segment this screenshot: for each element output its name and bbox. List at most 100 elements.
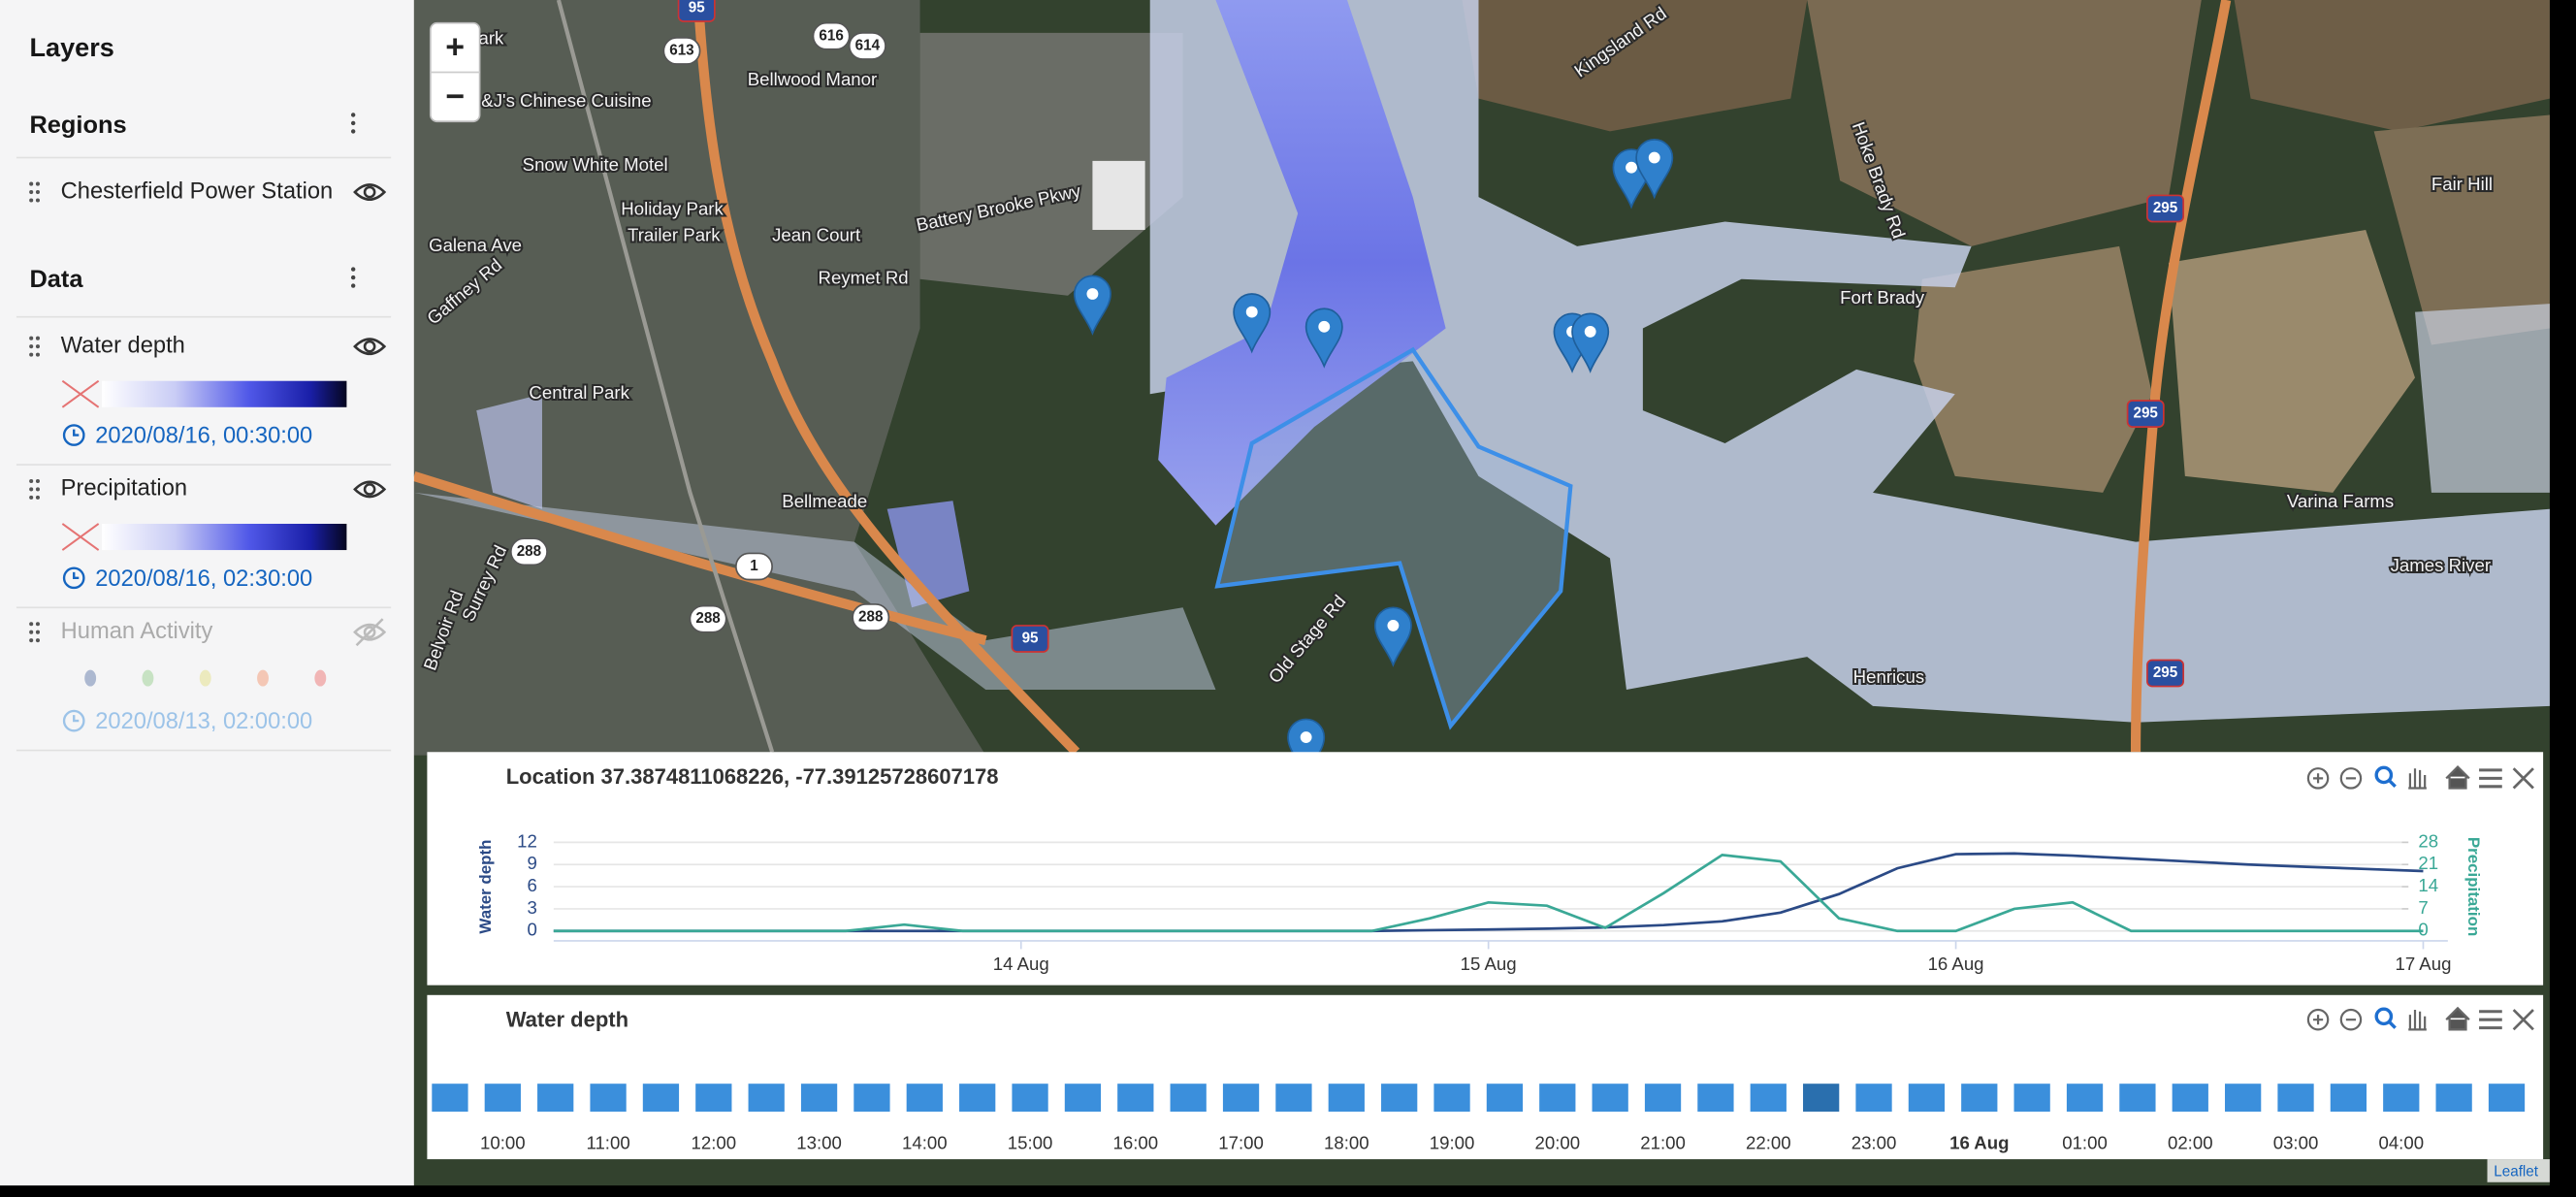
x-tick-label: 14 Aug [993,954,1049,974]
attribution[interactable]: Leaflet [2494,1164,2538,1181]
time-slot[interactable] [1539,1084,1576,1112]
map-pin[interactable] [1373,606,1412,667]
map-label: Varina Farms [2287,491,2394,511]
time-slot[interactable] [1908,1084,1946,1112]
visibility-toggle[interactable] [353,183,387,201]
route-number: 295 [2153,664,2178,681]
x-tick-label: 01:00 [2062,1133,2108,1153]
menu-tool[interactable] [2479,1010,2502,1030]
zoom-out[interactable]: − [445,79,465,115]
zoom-in-tool[interactable] [2306,767,2330,790]
selection-zoom-tool[interactable] [2374,765,2394,785]
field [1914,245,2152,493]
time-slot[interactable] [2013,1084,2050,1112]
selection-zoom-tool[interactable] [2374,1007,2394,1026]
time-slot[interactable] [1803,1084,1840,1112]
time-slot[interactable] [1170,1084,1207,1112]
time-slot[interactable] [432,1084,468,1112]
visibility-toggle[interactable] [353,618,387,647]
map-label: Reymet Rd [819,268,909,288]
time-slot[interactable] [1961,1084,1998,1112]
time-slot[interactable] [1855,1084,1892,1112]
overflow-menu[interactable] [350,267,356,288]
time-slot[interactable] [2066,1084,2104,1112]
time-slot[interactable] [642,1084,680,1112]
route-number: 288 [695,610,720,627]
time-slot[interactable] [1117,1084,1154,1112]
x-tick-label: 04:00 [2378,1133,2424,1153]
region-name: Chesterfield Power Station [61,178,334,204]
drag-handle[interactable] [29,336,40,357]
pan-tool[interactable] [2408,1010,2427,1031]
time-slot[interactable] [1381,1084,1418,1112]
flood-deep [1158,0,1446,526]
pin-body [1571,312,1610,373]
drag-handle[interactable] [29,181,40,203]
time-slot[interactable] [1275,1084,1312,1112]
time-slot[interactable] [2277,1084,2314,1112]
time-slot[interactable] [959,1084,996,1112]
y-tick-label: 12 [517,830,537,851]
drag-handle[interactable] [29,622,40,643]
close-tool[interactable] [2512,1009,2534,1031]
map-pin[interactable] [1073,275,1111,336]
time-slot[interactable] [1592,1084,1628,1112]
time-slot[interactable] [2330,1084,2367,1112]
time-slot[interactable] [1697,1084,1734,1112]
route-number: 295 [2153,200,2178,216]
time-slot[interactable] [1328,1084,1365,1112]
pan-tool[interactable] [2408,768,2427,790]
time-slot[interactable] [1012,1084,1048,1112]
series-line [553,852,2424,933]
time-slot[interactable] [853,1084,890,1112]
time-slot[interactable] [1064,1084,1102,1112]
zoom-in[interactable]: + [445,29,465,66]
color-ramp [102,380,347,407]
map-pin[interactable] [1287,718,1326,779]
x-tick-label: 18:00 [1324,1133,1369,1153]
time-slot[interactable] [1750,1084,1787,1112]
zoom-out-tool[interactable] [2339,1008,2363,1031]
route-number: 1 [750,558,758,574]
time-slot[interactable] [800,1084,838,1112]
time-slot[interactable] [2119,1084,2156,1112]
time-slot[interactable] [1644,1084,1682,1112]
menu-tool[interactable] [2479,768,2502,789]
time-slot[interactable] [1486,1084,1524,1112]
time-slot[interactable] [906,1084,943,1112]
sidebar-title: Layers [29,32,113,62]
visibility-toggle[interactable] [353,338,387,356]
time-slot[interactable] [537,1084,574,1112]
time-slot[interactable] [748,1084,785,1112]
x-tick-label: 15 Aug [1461,954,1517,974]
time-slot[interactable] [2383,1084,2420,1112]
overflow-menu[interactable] [350,113,356,134]
time-slot[interactable] [590,1084,627,1112]
zoom-in-tool[interactable] [2306,1008,2330,1031]
time-slot[interactable] [2435,1084,2472,1112]
time-slot[interactable] [484,1084,521,1112]
zoom-out-tool[interactable] [2339,767,2363,790]
reset-tool[interactable] [2445,764,2470,790]
field [2234,0,2550,132]
reset-tool[interactable] [2445,1006,2470,1031]
building [1092,160,1145,230]
region-outline[interactable] [1214,346,1573,730]
close-tool[interactable] [2512,767,2534,790]
map-pin[interactable] [1233,293,1272,354]
route-shield [509,537,548,566]
clock-hands [73,429,80,437]
map-pin[interactable] [1635,139,1674,200]
eye-outline [353,480,387,499]
time-slot[interactable] [1222,1084,1260,1112]
time-slot[interactable] [1433,1084,1470,1112]
time-slot[interactable] [2488,1084,2526,1112]
visibility-toggle[interactable] [353,480,387,499]
map-pin[interactable] [1571,312,1610,373]
drag-handle[interactable] [29,478,40,500]
time-slot[interactable] [695,1084,732,1112]
map-pin[interactable] [1304,307,1343,369]
time-slot[interactable] [2172,1084,2208,1112]
time-slot[interactable] [2225,1084,2262,1112]
